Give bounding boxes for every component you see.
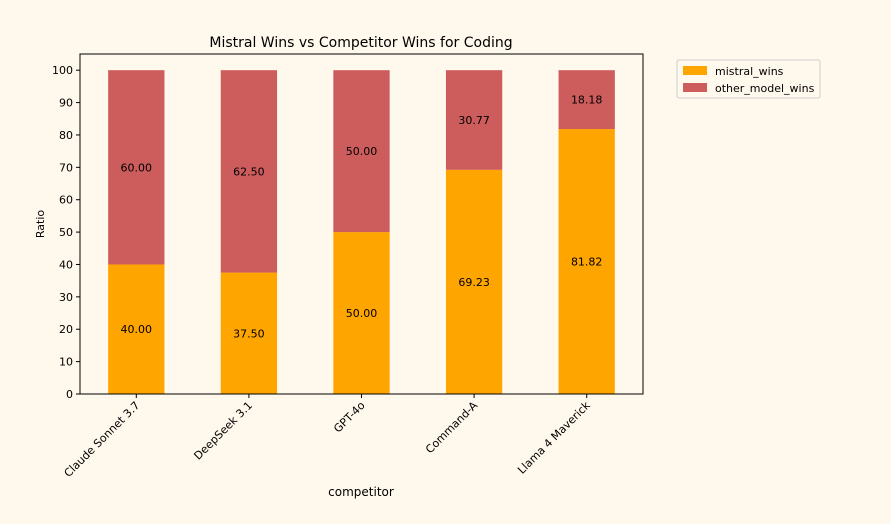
x-axis-label: competitor: [328, 485, 394, 499]
y-tick-label: 20: [59, 323, 73, 336]
chart-title: Mistral Wins vs Competitor Wins for Codi…: [209, 35, 512, 51]
bars-layer: [108, 70, 615, 394]
x-tick-label: GPT-4o: [331, 399, 368, 436]
y-tick-label: 0: [66, 388, 73, 401]
y-tick-label: 40: [59, 258, 73, 271]
bar-other_model_wins-3: [445, 70, 503, 170]
bar-mistral_wins-3: [445, 169, 503, 394]
x-tick-label: Command-A: [423, 399, 480, 456]
data-label-other_model_wins-1: 62.50: [233, 165, 265, 178]
x-tick-label: DeepSeek 3.1: [191, 399, 255, 463]
bar-other_model_wins-2: [333, 70, 390, 233]
y-axis-label: Ratio: [34, 210, 47, 239]
data-label-mistral_wins-0: 40.00: [121, 323, 153, 336]
legend-swatch-other_model_wins: [683, 83, 707, 92]
bar-other_model_wins-0: [108, 70, 165, 265]
x-tick-label: Llama 4 Maverick: [515, 398, 593, 476]
bar-mistral_wins-4: [558, 129, 615, 394]
plot-frame: [79, 53, 644, 395]
data-label-mistral_wins-2: 50.00: [346, 307, 378, 320]
bar-other_model_wins-1: [220, 70, 278, 273]
legend-swatch-mistral_wins: [683, 66, 707, 75]
legend-label-mistral_wins: mistral_wins: [715, 65, 784, 78]
x-tick-label: Claude Sonnet 3.7: [62, 399, 143, 480]
bar-mistral_wins-1: [220, 272, 278, 394]
y-tick-label: 60: [59, 194, 73, 207]
y-tick-label: 100: [52, 64, 73, 77]
y-tick-label: 30: [59, 291, 73, 304]
legend-label-other_model_wins: other_model_wins: [715, 82, 815, 95]
y-tick-label: 50: [59, 226, 73, 239]
y-tick-label: 10: [59, 356, 73, 369]
data-label-other_model_wins-3: 30.77: [458, 114, 490, 127]
y-tick-label: 80: [59, 129, 73, 142]
data-label-mistral_wins-3: 69.23: [458, 276, 490, 289]
bar-mistral_wins-2: [333, 232, 390, 394]
data-label-other_model_wins-2: 50.00: [346, 145, 378, 158]
y-tick-label: 90: [59, 97, 73, 110]
bar-other_model_wins-4: [558, 70, 615, 130]
bar-mistral_wins-0: [108, 264, 165, 394]
legend: mistral_wins other_model_wins: [676, 59, 821, 99]
data-label-other_model_wins-4: 18.18: [571, 94, 603, 107]
y-tick-label: 70: [59, 161, 73, 174]
data-label-mistral_wins-4: 81.82: [571, 256, 603, 269]
bar-labels-layer: 40.00 60.00 37.50 62.50 50.00 50.00 69.23 30.77…: [121, 94, 603, 341]
legend-box: [676, 59, 821, 99]
data-label-mistral_wins-1: 37.50: [233, 327, 265, 340]
y-axis-ticks: 0 10 20 30 40 50 60 70 80 90 100: [52, 64, 80, 401]
data-label-other_model_wins-0: 60.00: [121, 161, 153, 174]
x-axis-ticks: Claude Sonnet 3.7 DeepSeek 3.1 GPT-4o Comma…: [62, 394, 593, 480]
